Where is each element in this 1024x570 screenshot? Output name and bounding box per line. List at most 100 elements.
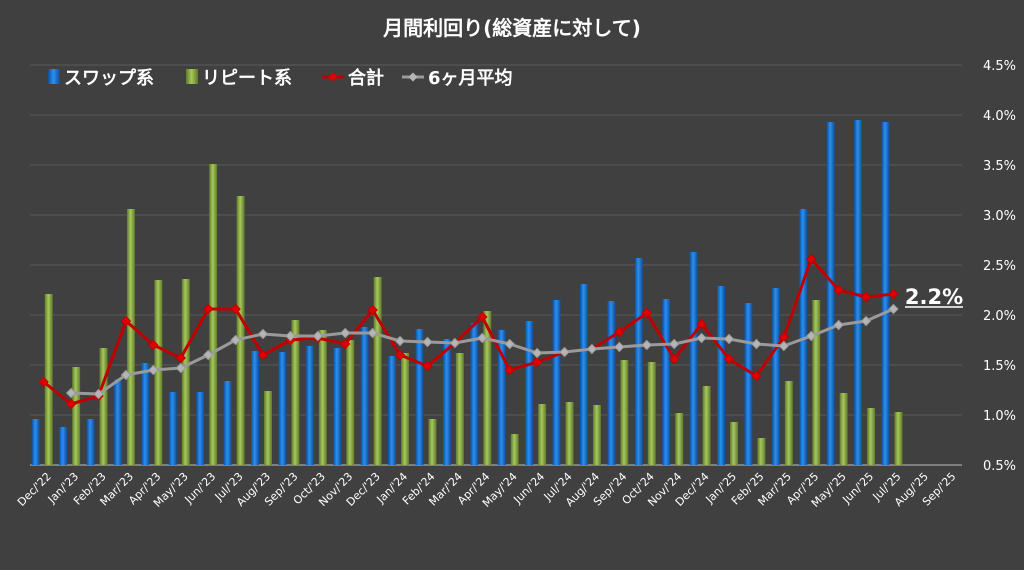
legend-swatch	[48, 69, 60, 84]
swap-bar	[744, 303, 753, 465]
swap-bar	[717, 286, 725, 465]
total-point	[38, 376, 49, 388]
repeat-bar	[264, 391, 272, 465]
repeat-bar	[483, 311, 492, 465]
y-tick-label: 4.0%	[983, 109, 1016, 124]
total-point	[422, 360, 433, 372]
total-point	[696, 318, 707, 330]
avg6-point	[285, 330, 296, 342]
avg6-point	[394, 335, 406, 347]
avg6-point	[202, 349, 214, 361]
swap-bar	[607, 301, 616, 465]
swap-bar	[59, 427, 68, 465]
swap-bar	[388, 356, 397, 465]
total-point	[888, 288, 899, 300]
swap-bar	[141, 363, 150, 465]
repeat-bar	[99, 348, 108, 465]
repeat-bar	[839, 393, 848, 465]
avg6-point	[477, 332, 488, 344]
legend-marker	[408, 72, 418, 82]
repeat-bar	[647, 362, 656, 465]
avg6-point	[723, 333, 735, 345]
avg6-point	[367, 327, 378, 339]
avg6-point	[778, 340, 790, 352]
swap-bar	[689, 252, 698, 465]
repeat-bar	[730, 422, 738, 465]
swap-bar	[223, 381, 232, 465]
total-point	[833, 284, 844, 296]
total-point	[148, 339, 159, 351]
repeat-bar	[592, 405, 601, 465]
avg6-point	[175, 362, 186, 374]
y-tick-label: 2.5%	[983, 259, 1016, 274]
repeat-bar	[702, 386, 711, 465]
total-point	[120, 315, 132, 327]
avg6-point	[257, 328, 269, 340]
repeat-bar	[318, 330, 327, 465]
swap-bar	[854, 120, 863, 465]
avg6-point	[531, 347, 543, 359]
legend-label: 6ヶ月平均	[428, 67, 513, 89]
total-point	[367, 304, 378, 316]
avg6-point	[559, 346, 570, 358]
repeat-bar	[757, 438, 766, 465]
avg6-point	[806, 330, 817, 342]
avg6-point	[312, 330, 324, 342]
total-point	[806, 253, 817, 265]
repeat-bar	[675, 413, 684, 465]
repeat-bar	[236, 196, 245, 465]
legend-label: 合計	[348, 67, 384, 89]
avg6-point	[340, 327, 351, 339]
total-point	[751, 370, 762, 382]
repeat-bar	[455, 353, 464, 465]
legend-label: リピート系	[202, 68, 292, 89]
repeat-bar	[894, 412, 903, 465]
avg6-point	[614, 341, 625, 353]
avg6-point	[93, 388, 104, 400]
swap-bar	[196, 392, 205, 465]
avg6-point	[696, 332, 707, 344]
annotation-group: 2.2%	[905, 285, 963, 309]
total-point	[531, 356, 543, 368]
total-point	[65, 398, 77, 410]
repeat-bar	[565, 402, 574, 465]
swap-bar	[442, 339, 451, 465]
avg6-point	[230, 334, 241, 346]
repeat-bar	[784, 381, 793, 465]
avg6-point	[668, 338, 680, 350]
avg6-point	[148, 364, 159, 376]
swap-bar	[525, 321, 534, 465]
annotation-label: 2.2%	[905, 285, 963, 309]
repeat-bar	[154, 280, 163, 465]
swap-bar	[278, 352, 287, 465]
repeat-bar	[510, 434, 519, 465]
y-tick-label: 1.0%	[983, 409, 1016, 424]
y-axis: 0.5% 1.0% 1.5% 2.0% 2.5% 3.0% 3.5% 4.0% 4.5%	[983, 59, 1016, 474]
total-point	[641, 307, 652, 319]
swap-bar	[771, 288, 780, 465]
total-point	[477, 311, 488, 323]
y-tick-label: 0.5%	[983, 459, 1016, 474]
swap-bar	[86, 419, 95, 465]
total-point	[175, 352, 186, 364]
repeat-bar	[291, 320, 300, 465]
total-point	[723, 353, 735, 365]
avg6-point	[641, 339, 652, 351]
repeat-bar	[401, 353, 410, 465]
legend: スワップ系 リピート系 合計 6ヶ月平均	[48, 67, 513, 89]
swap-bar	[251, 351, 259, 465]
total-point	[202, 303, 214, 315]
swap-bar	[552, 300, 561, 465]
total-point	[257, 349, 269, 361]
legend-marker	[328, 72, 338, 82]
repeat-bar	[538, 404, 547, 465]
y-tick-label: 2.0%	[983, 309, 1016, 324]
line-series	[38, 253, 899, 410]
avg6-point	[888, 303, 899, 315]
total-line	[42, 257, 894, 406]
chart-title: 月間利回り(総資産に対して)	[382, 16, 641, 40]
repeat-bar	[44, 294, 53, 465]
repeat-bar	[620, 360, 629, 465]
repeat-bar	[181, 279, 190, 465]
